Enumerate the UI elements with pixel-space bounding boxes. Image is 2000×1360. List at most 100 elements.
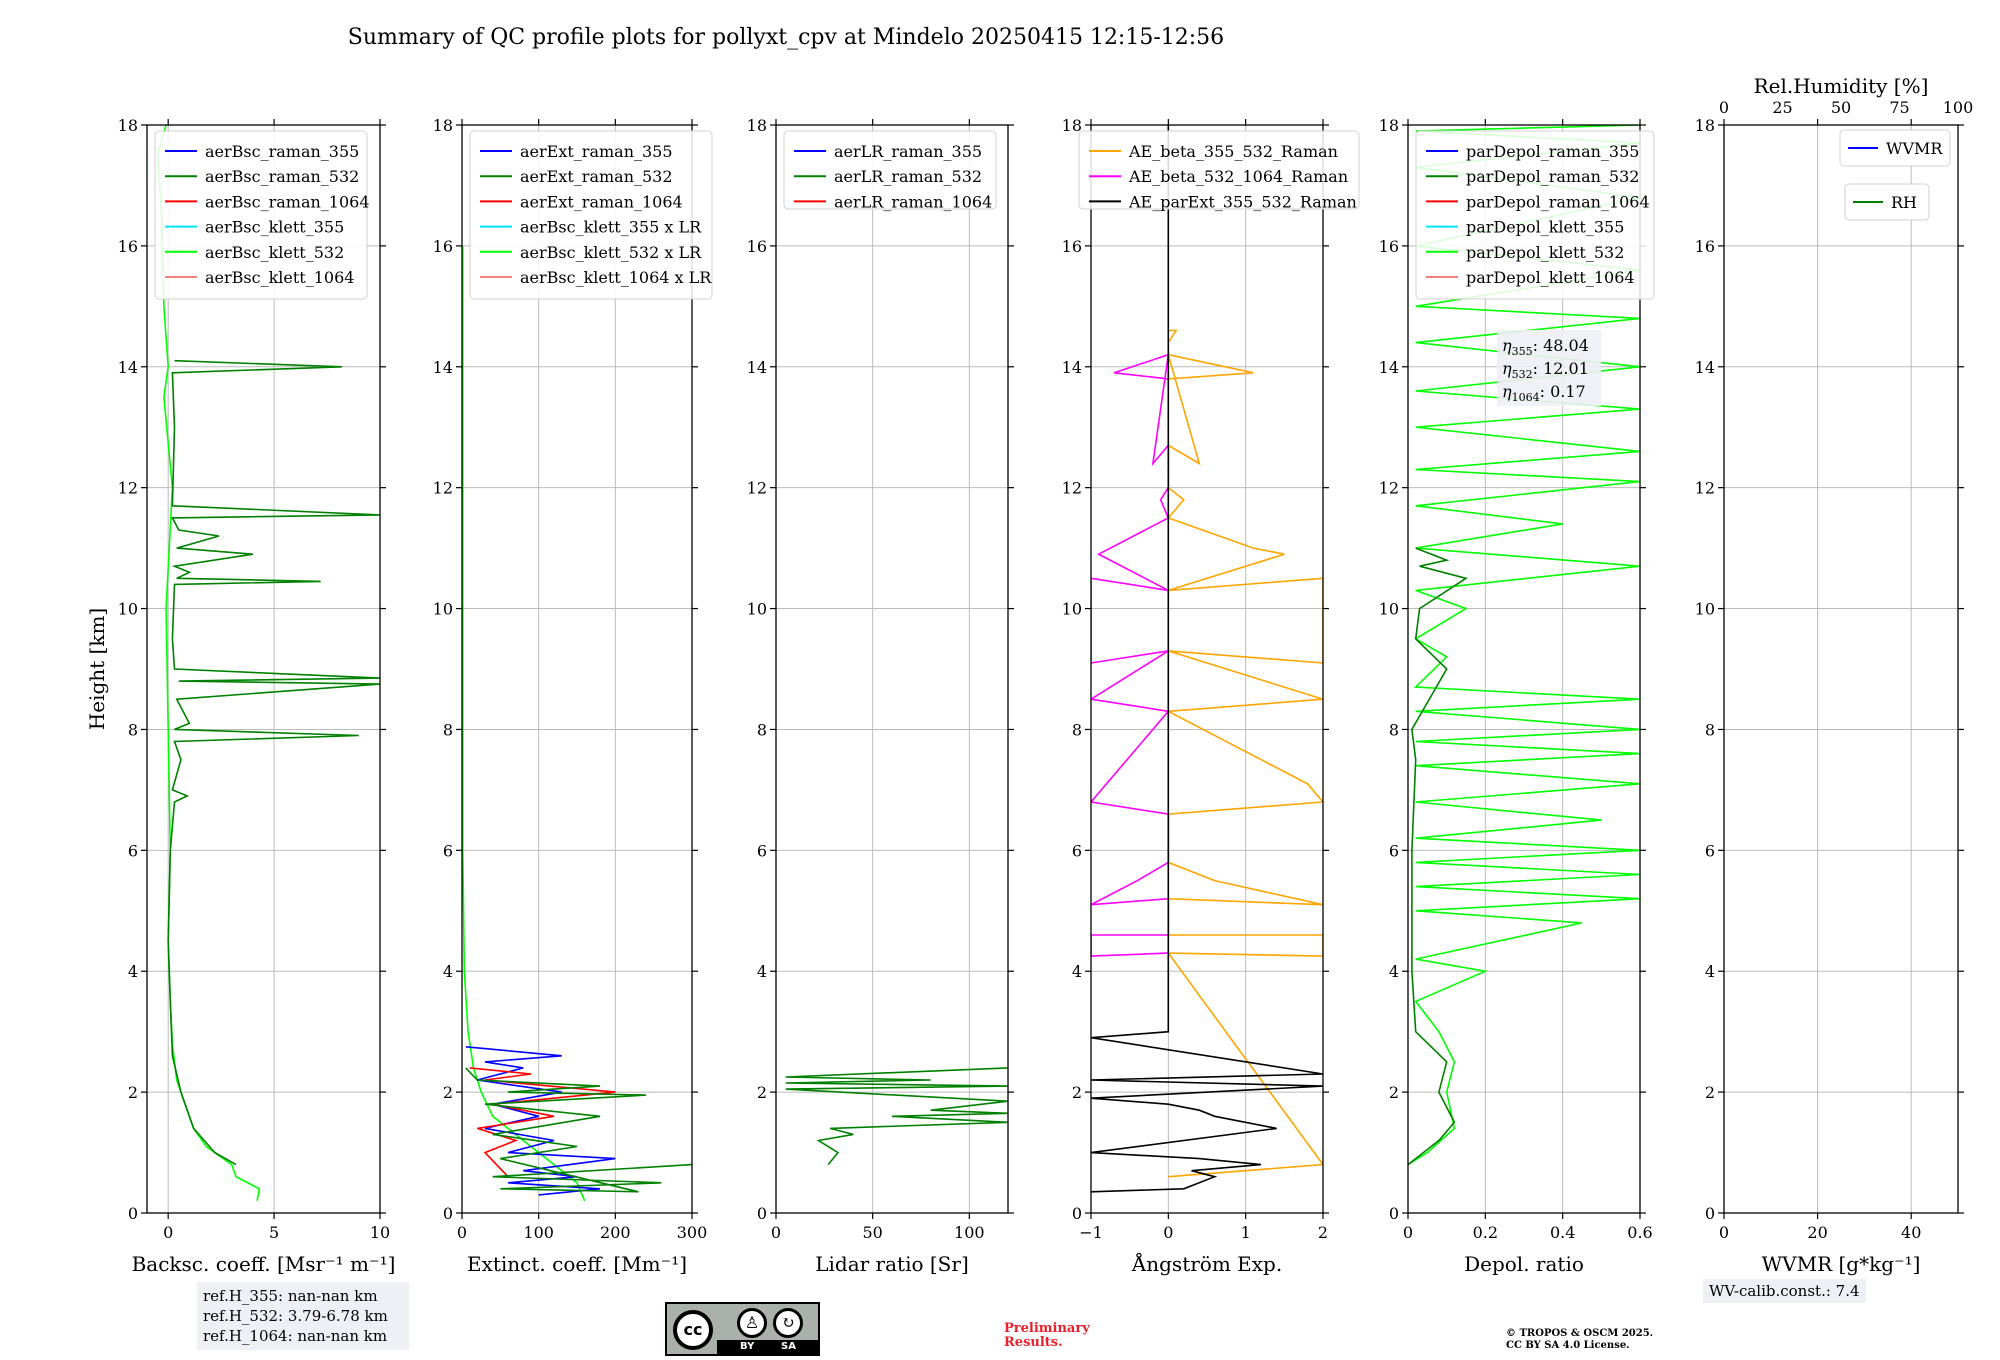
y-tick-label: 14: [1695, 358, 1715, 377]
legend-entry-parDepol_klett_532: parDepol_klett_532: [1466, 243, 1624, 262]
x-tick-label: 100: [523, 1223, 554, 1242]
legend-entry-aerBsc_klett_355: aerBsc_klett_355: [205, 218, 344, 237]
legend-RH: RH: [1844, 183, 1930, 221]
cc-license-badge[interactable]: cc ♙ ↻ BY SA: [665, 1302, 820, 1356]
legend-entry-aerBsc_raman_355: aerBsc_raman_355: [205, 142, 359, 161]
series-AE_parExt_355_532_Raman: [1091, 125, 1323, 1193]
axes-frame: [775, 124, 1009, 1214]
preliminary-note: Preliminary Results.: [1004, 1322, 1090, 1350]
y-tick-label: 0: [1072, 1204, 1082, 1223]
axes-frame: [1407, 124, 1641, 1214]
y-tick-label: 14: [433, 358, 453, 377]
legend-box: [783, 130, 997, 210]
legend-entry-aerLR_raman_1064: aerLR_raman_1064: [834, 192, 992, 211]
y-tick-label: 6: [1389, 841, 1399, 860]
x-tick-label: 0: [1163, 1223, 1173, 1242]
sa-label: SA: [781, 1341, 796, 1352]
legend-entry-parDepol_raman_1064: parDepol_raman_1064: [1466, 192, 1650, 211]
y-tick-label: 16: [1695, 237, 1715, 256]
legend-WVMR: WVMR: [1839, 129, 1951, 167]
x-tick-label: 0.2: [1473, 1223, 1498, 1242]
y-tick-label: 2: [757, 1083, 767, 1102]
series-aerLR_raman_532: [785, 1067, 1008, 1166]
y-tick-label: 2: [1389, 1083, 1399, 1102]
x-tick-label: 0: [163, 1223, 173, 1242]
legend-entry-aerBsc_raman_532: aerBsc_raman_532: [205, 167, 359, 186]
top-x-tick-label: 75: [1889, 98, 1909, 117]
legend-entry-aerLR_raman_532: aerLR_raman_532: [834, 167, 982, 186]
top-x-tick-label: 50: [1831, 98, 1851, 117]
series-group: [1091, 125, 1323, 1193]
panel-extinction: 0 100 200 300 0 2 4 6 8 10 12 14 16 18 Extinct. coeff.…: [433, 116, 713, 1276]
legend-entry-parDepol_klett_355: parDepol_klett_355: [1466, 218, 1624, 237]
figure-title: Summary of QC profile plots for pollyxt_…: [348, 25, 1224, 50]
series-group: [785, 1067, 1008, 1166]
legend-entry-aerBsc_raman_1064: aerBsc_raman_1064: [205, 192, 370, 211]
series-group: [156, 125, 380, 1202]
legend-box: [1415, 130, 1655, 300]
legend-entry-aerExt_raman_532: aerExt_raman_532: [520, 167, 673, 186]
x-tick-label: 0: [457, 1223, 467, 1242]
legend: AE_beta_355_532_Raman AE_beta_532_1064_Ra…: [1078, 130, 1360, 211]
preliminary-line-1: Preliminary: [1004, 1321, 1090, 1336]
y-tick-label: 6: [757, 841, 767, 860]
y-tick-label: 14: [118, 358, 138, 377]
y-tick-label: 4: [128, 962, 138, 981]
legend-entry-AE_beta_532_1064_Raman: AE_beta_532_1064_Raman: [1128, 167, 1348, 186]
y-tick-label: 16: [747, 237, 767, 256]
legend: parDepol_raman_355 parDepol_raman_532 parD…: [1415, 130, 1655, 300]
copyright-line-2: CC BY SA 4.0 License.: [1506, 1340, 1630, 1351]
legend-entry-aerBsc_klett_1064: aerBsc_klett_1064: [205, 268, 354, 287]
series-parDepol_raman_532: [1408, 547, 1468, 1166]
x-axis-label: Extinct. coeff. [Mm⁻¹]: [467, 1252, 687, 1276]
panel-lidar-ratio: 0 50 100 0 2 4 6 8 10 12 14 16 18 Lidar ratio [Sr] aer…: [747, 116, 1014, 1276]
legend-entry-aerExt_raman_1064: aerExt_raman_1064: [520, 192, 683, 211]
x-axis-label: Depol. ratio: [1464, 1252, 1584, 1276]
legend-entry-parDepol_raman_532: parDepol_raman_532: [1466, 167, 1639, 186]
panel-depolarization: 0 0.2 0.4 0.6 0 2 4 6 8 10 12 14 16 18 Depol. ratio par…: [1379, 116, 1655, 1276]
y-tick-label: 8: [1705, 720, 1715, 739]
y-tick-label: 14: [1062, 358, 1082, 377]
legend-box: [469, 130, 713, 300]
x-tick-label: 1: [1241, 1223, 1251, 1242]
ref-height-1064: ref.H_1064: nan-nan km: [203, 1327, 388, 1345]
y-tick-label: 4: [443, 962, 453, 981]
legend: aerBsc_raman_355 aerBsc_raman_532 aerBsc_r…: [154, 130, 370, 300]
y-tick-label: 4: [757, 962, 767, 981]
y-tick-label: 4: [1072, 962, 1082, 981]
x-axis-label: Backsc. coeff. [Msr⁻¹ m⁻¹]: [132, 1252, 396, 1276]
y-tick-label: 6: [443, 841, 453, 860]
wv-calibration-box: WV-calib.const.: 7.4: [1703, 1279, 1866, 1303]
x-axis-label: WVMR [g*kg⁻¹]: [1762, 1252, 1921, 1276]
y-tick-label: 12: [433, 479, 453, 498]
legend-entry: WVMR: [1886, 139, 1943, 158]
x-tick-label: 50: [862, 1223, 882, 1242]
y-tick-label: 12: [118, 479, 138, 498]
y-tick-label: 8: [757, 720, 767, 739]
legend-box: [1844, 183, 1930, 221]
y-tick-label: 18: [433, 116, 453, 135]
legend-entry-aerBsc_klett_355 x LR: aerBsc_klett_355 x LR: [520, 218, 702, 237]
x-tick-label: 0: [1403, 1223, 1413, 1242]
legend-entry-AE_parExt_355_532_Raman: AE_parExt_355_532_Raman: [1128, 192, 1357, 211]
y-tick-label: 10: [433, 600, 453, 619]
license-bar: BY SA: [717, 1340, 818, 1354]
ref-height-532: ref.H_532: 3.79-6.78 km: [203, 1307, 388, 1325]
x-tick-label: 2: [1318, 1223, 1328, 1242]
x-tick-label: 100: [954, 1223, 985, 1242]
eta-label: η1064: 0.17: [1502, 382, 1586, 404]
legend-entry-aerBsc_klett_1064 x LR: aerBsc_klett_1064 x LR: [520, 268, 712, 287]
y-tick-label: 16: [1379, 237, 1399, 256]
y-tick-label: 8: [1072, 720, 1082, 739]
cc-icon: cc: [673, 1310, 713, 1350]
y-tick-label: 2: [1705, 1083, 1715, 1102]
y-tick-label: 0: [757, 1204, 767, 1223]
y-tick-label: 14: [1379, 358, 1399, 377]
legend-entry-AE_beta_355_532_Raman: AE_beta_355_532_Raman: [1128, 142, 1338, 161]
legend-box: [1839, 129, 1951, 167]
y-tick-label: 6: [128, 841, 138, 860]
legend-entry-aerExt_raman_355: aerExt_raman_355: [520, 142, 673, 161]
y-tick-label: 18: [747, 116, 767, 135]
legend-entry-aerBsc_klett_532: aerBsc_klett_532: [205, 243, 344, 262]
